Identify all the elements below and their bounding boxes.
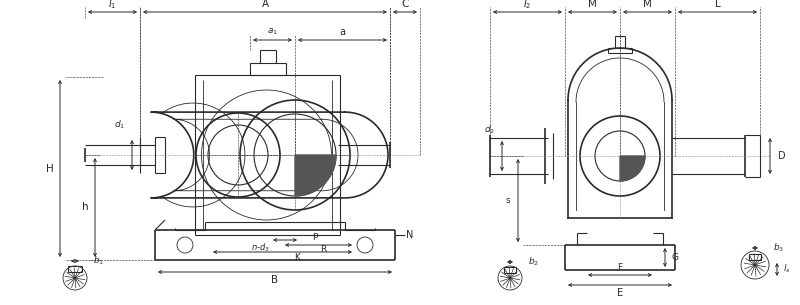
Text: $I_1$: $I_1$ [108, 0, 117, 11]
Text: H: H [46, 163, 54, 174]
Text: $b_1$: $b_1$ [93, 255, 104, 267]
Text: s: s [506, 196, 510, 205]
Text: M: M [643, 0, 652, 9]
Text: C: C [402, 0, 409, 9]
Text: K: K [294, 253, 300, 261]
Text: $d_1$: $d_1$ [114, 119, 126, 131]
Text: p: p [312, 231, 318, 241]
Text: E: E [617, 288, 623, 298]
Text: $n$-$d_3$: $n$-$d_3$ [250, 242, 270, 254]
Text: N: N [406, 230, 414, 240]
Text: $b_2$: $b_2$ [528, 256, 539, 268]
Text: $a_1$: $a_1$ [267, 27, 278, 37]
Text: L: L [714, 0, 720, 9]
Text: R: R [320, 245, 326, 253]
Wedge shape [620, 156, 645, 181]
Text: D: D [778, 151, 786, 161]
Text: $b_3$: $b_3$ [773, 242, 784, 254]
Text: M: M [588, 0, 597, 9]
Text: $l_s$: $l_s$ [783, 263, 791, 275]
Text: $I_2$: $I_2$ [523, 0, 532, 11]
Wedge shape [295, 155, 336, 196]
Text: A: A [262, 0, 269, 9]
Text: G: G [671, 253, 678, 262]
Text: B: B [271, 275, 278, 285]
Text: h: h [82, 203, 88, 213]
Text: a: a [339, 27, 346, 37]
Text: $d_2$: $d_2$ [485, 124, 495, 136]
Text: F: F [618, 263, 622, 271]
